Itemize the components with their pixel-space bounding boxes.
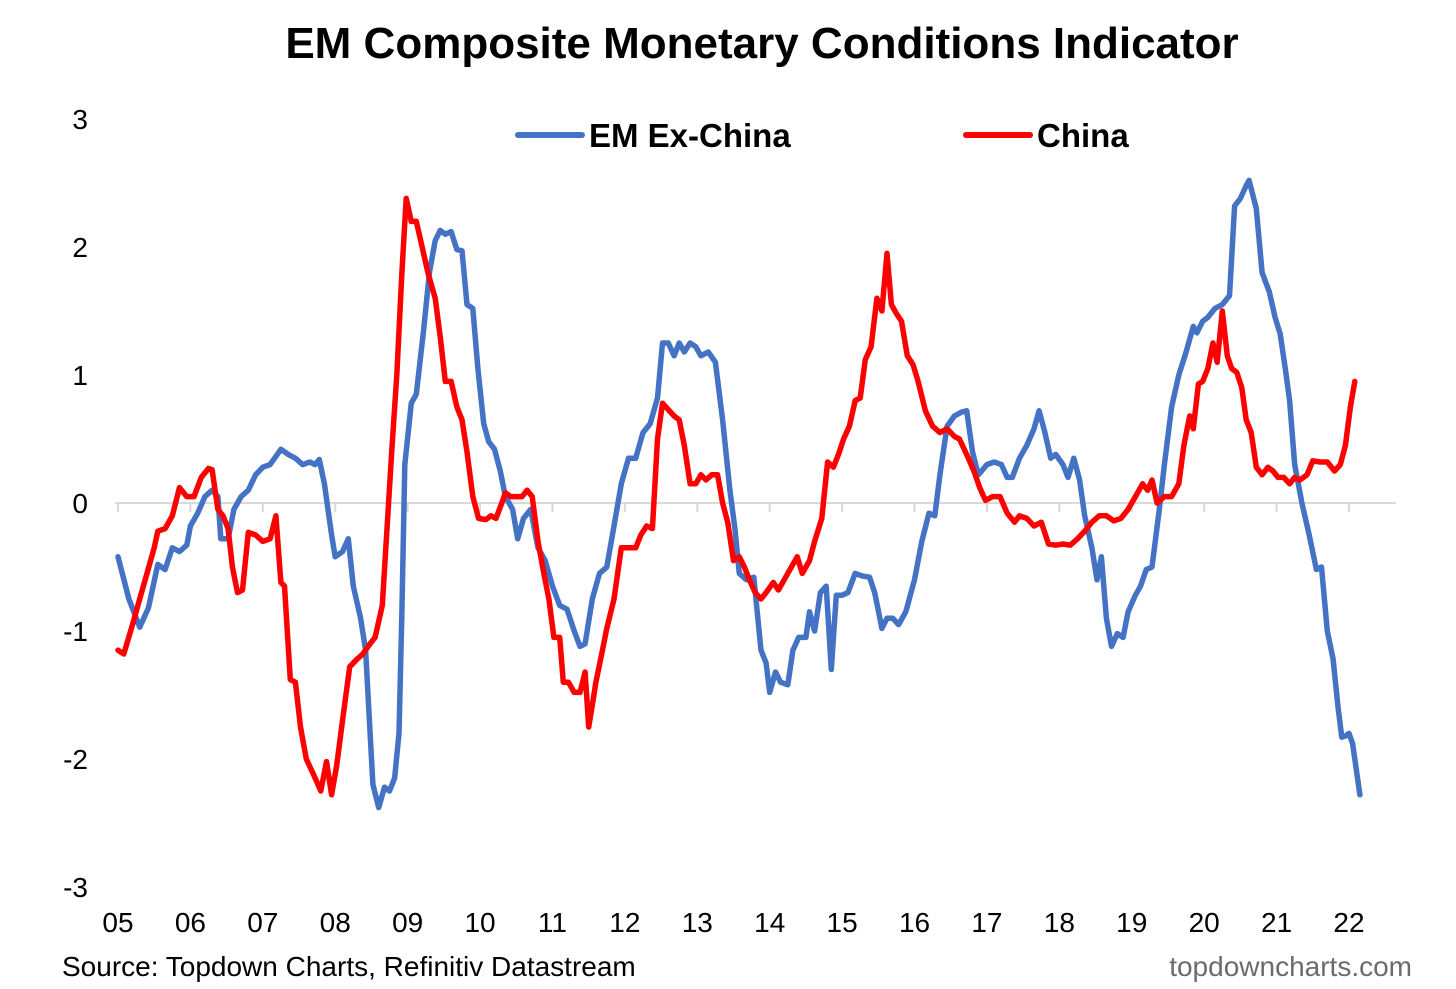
x-axis: 05 06 07 08 09 10 11 12 13 14 15 16 17 18 19 20 21 22 [102,502,1396,938]
chart-title: EM Composite Monetary Conditions Indicat… [285,19,1238,68]
x-tick-label: 06 [175,907,206,938]
x-tick-label: 14 [754,907,785,938]
source-note: Source: Topdown Charts, Refinitiv Datast… [62,951,636,982]
y-tick-label: 3 [72,104,88,135]
y-tick-label: -3 [63,872,88,903]
x-tick-label: 07 [247,907,278,938]
legend: EM Ex-China China [515,117,1129,154]
x-tick-label: 19 [1116,907,1147,938]
y-tick-label: 2 [72,232,88,263]
x-tick-label: 11 [538,907,567,938]
legend-label-em-ex-china: EM Ex-China [589,117,791,154]
legend-label-china: China [1037,117,1129,154]
y-tick-label: -2 [63,744,88,775]
x-tick-label: 08 [320,907,351,938]
x-tick-label: 20 [1189,907,1220,938]
x-tick-label: 18 [1044,907,1075,938]
x-tick-label: 09 [392,907,423,938]
y-axis-ticks: 3 2 1 0 -1 -2 -3 [63,104,88,903]
x-tick-label: 05 [102,907,133,938]
x-tick-label: 22 [1333,907,1364,938]
x-tick-label: 10 [464,907,495,938]
series-line-em-ex-china [115,177,1363,811]
y-tick-label: 0 [72,488,88,519]
plot-area [115,177,1363,811]
y-tick-label: 1 [72,360,88,391]
series-line-china [115,195,1358,798]
x-tick-label: 13 [682,907,713,938]
y-tick-label: -1 [63,616,88,647]
x-tick-label: 17 [971,907,1002,938]
x-tick-label: 21 [1261,907,1292,938]
brand-watermark: topdowncharts.com [1169,951,1412,982]
x-tick-label: 16 [899,907,930,938]
x-tick-label: 12 [609,907,640,938]
x-tick-label: 15 [827,907,858,938]
